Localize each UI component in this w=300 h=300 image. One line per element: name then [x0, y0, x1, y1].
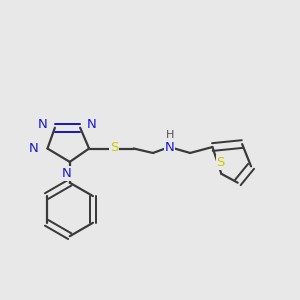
Text: N: N — [164, 140, 174, 154]
Text: N: N — [38, 118, 47, 131]
Text: S: S — [110, 141, 118, 154]
Text: H: H — [166, 130, 174, 140]
Text: N: N — [28, 142, 38, 155]
Text: N: N — [62, 167, 72, 180]
Text: S: S — [217, 156, 225, 169]
Text: N: N — [87, 118, 96, 131]
